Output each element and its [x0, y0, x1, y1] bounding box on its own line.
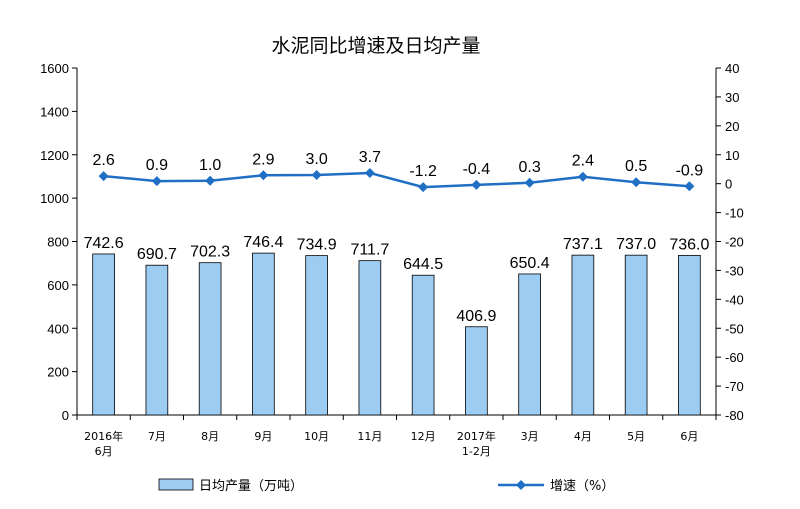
bar — [624, 254, 648, 416]
bar — [358, 260, 382, 416]
left-tick-label: 200 — [47, 365, 69, 380]
x-tick-label: 6月 — [95, 445, 113, 458]
line-point — [364, 167, 375, 178]
left-tick-label: 800 — [47, 235, 69, 250]
line-point — [684, 181, 695, 192]
bar-data-label: 406.9 — [456, 308, 496, 325]
bar-data-label: 690.7 — [137, 246, 177, 263]
line-point — [311, 169, 322, 180]
bar-data-label: 737.1 — [563, 236, 603, 253]
data-labels: 742.6 690.7 702.3 746.4 734.9 711.7 644.5 406.9… — [84, 149, 710, 325]
right-tick-label: -40 — [725, 292, 744, 307]
line-data-label: 2.6 — [93, 152, 115, 169]
line-data-label: 3.0 — [306, 151, 328, 168]
bar-data-label: 746.4 — [243, 234, 283, 251]
line-data-label: 2.9 — [252, 151, 274, 168]
left-tick-label: 1600 — [40, 61, 69, 76]
line-point — [418, 182, 429, 193]
line-point — [471, 179, 482, 190]
legend-line-marker — [516, 480, 526, 490]
x-tick-label: 12月 — [411, 430, 436, 443]
x-tick-label: 1-2月 — [462, 445, 491, 458]
bar — [252, 252, 275, 416]
bar-data-label: 742.6 — [84, 235, 124, 252]
line-data-label: 1.0 — [199, 157, 221, 174]
bar-data-label: 734.9 — [297, 237, 337, 254]
line-data-label: 3.7 — [359, 149, 381, 166]
line-point — [524, 177, 535, 188]
right-tick-label: -10 — [725, 206, 744, 221]
line-point — [258, 170, 269, 181]
x-tick-label: 6月 — [680, 430, 698, 443]
line-data-label: 0.5 — [625, 158, 647, 175]
left-tick-label: 1200 — [40, 148, 69, 163]
bar — [92, 253, 115, 416]
bar — [305, 255, 328, 416]
x-tick-label: 2016年 — [84, 429, 123, 443]
x-tick-label: 3月 — [521, 430, 539, 443]
x-tick-label: 8月 — [201, 430, 219, 443]
right-tick-label: 0 — [725, 177, 732, 192]
left-tick-label: 400 — [47, 321, 69, 336]
right-tick-label: -30 — [725, 263, 744, 278]
x-tick-label: 2017年 — [457, 429, 496, 443]
x-tick-label: 9月 — [254, 430, 272, 443]
legend-line-label: 增速（%） — [550, 479, 614, 494]
line-data-label: -1.2 — [409, 163, 437, 180]
x-tick-label: 10月 — [304, 430, 329, 443]
bar-data-label: 644.5 — [403, 256, 443, 273]
right-tick-label: 20 — [725, 119, 739, 134]
line-data-label: -0.4 — [463, 161, 491, 178]
x-tick-label: 4月 — [574, 430, 592, 443]
bar — [678, 254, 701, 416]
series-line — [103, 171, 690, 189]
line-data-label: 2.4 — [572, 153, 594, 170]
line-point — [151, 176, 162, 187]
bar-data-label: 736.0 — [669, 236, 709, 253]
line-data-label: 0.3 — [519, 159, 541, 176]
line-point — [98, 171, 109, 182]
legend: 日均产量（万吨） 增速（%） — [158, 478, 614, 494]
bar — [571, 254, 595, 416]
left-tick-label: 600 — [47, 278, 69, 293]
bar — [411, 274, 435, 416]
legend-bar-swatch — [158, 478, 194, 491]
right-tick-label: -70 — [725, 379, 744, 394]
bar — [198, 262, 222, 416]
bar — [518, 273, 541, 416]
x-tick-label: 11月 — [357, 430, 382, 443]
bar-data-label: 711.7 — [350, 242, 389, 259]
line-data-label: 0.9 — [146, 157, 168, 174]
line-point — [577, 171, 588, 182]
x-tick-label: 7月 — [148, 430, 166, 443]
chart-title: 水泥同比增速及日均产量 — [271, 35, 480, 57]
right-tick-label: -50 — [725, 321, 744, 336]
bar — [465, 326, 488, 416]
right-tick-label: 30 — [725, 90, 739, 105]
legend-bar-label: 日均产量（万吨） — [199, 479, 303, 494]
left-tick-label: 1000 — [40, 191, 69, 206]
right-tick-label: 10 — [725, 148, 739, 163]
x-tick-label: 5月 — [627, 430, 645, 443]
bar-series — [92, 252, 701, 416]
line-point — [205, 175, 216, 186]
left-tick-label: 0 — [62, 408, 69, 423]
bar-data-label: 702.3 — [190, 244, 230, 261]
right-tick-label: -20 — [725, 235, 744, 250]
right-tick-label: 40 — [725, 61, 739, 76]
left-tick-label: 1400 — [40, 104, 69, 119]
line-series — [98, 167, 695, 193]
bar-data-label: 737.0 — [616, 236, 656, 253]
line-data-label: -0.9 — [676, 162, 704, 179]
bar — [145, 264, 169, 416]
right-tick-label: -60 — [725, 350, 744, 365]
right-tick-label: -80 — [725, 408, 744, 423]
axes: 0 200 400 600 800 1000 1200 1400 1600 40 30 20 10 0 -1… — [40, 61, 744, 458]
bar-data-label: 650.4 — [510, 255, 550, 272]
line-point — [631, 177, 642, 188]
